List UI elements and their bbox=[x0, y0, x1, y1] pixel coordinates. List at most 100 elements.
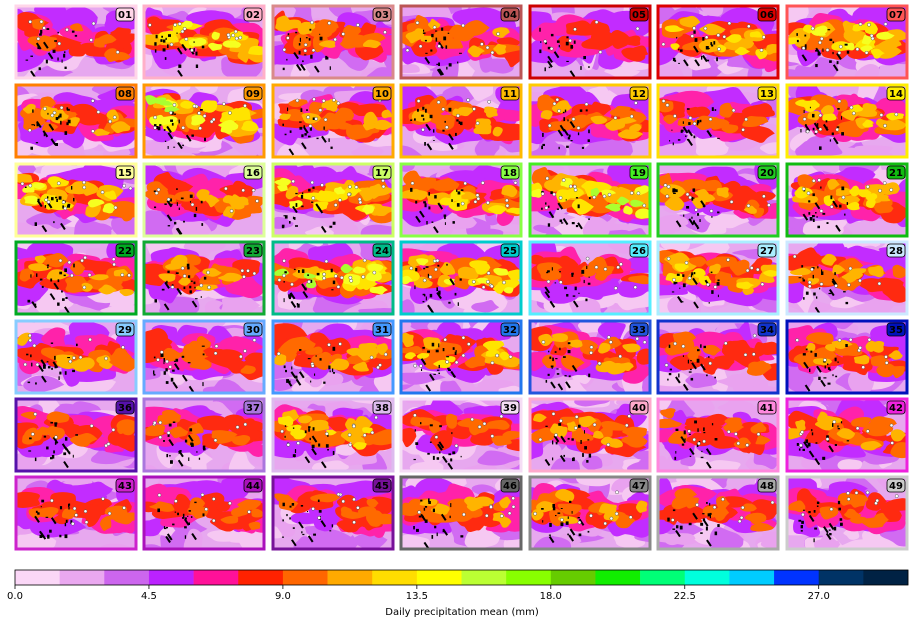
precip-field bbox=[15, 476, 137, 550]
panel-49: 49 bbox=[785, 475, 909, 551]
precip-field bbox=[272, 320, 394, 394]
panel-label-badge bbox=[500, 7, 520, 22]
panel-13: 13 bbox=[656, 83, 780, 159]
precip-field bbox=[15, 163, 137, 237]
panel-label: 46 bbox=[503, 481, 517, 492]
precip-field bbox=[15, 241, 137, 315]
panel-label: 49 bbox=[889, 481, 903, 492]
panel-label: 34 bbox=[760, 325, 774, 336]
precip-field bbox=[15, 320, 137, 394]
panel-frame bbox=[656, 475, 780, 551]
panel-label-badge bbox=[500, 165, 520, 180]
panel-frame bbox=[271, 162, 395, 238]
panel-label-badge bbox=[886, 478, 906, 493]
panel-frame bbox=[142, 4, 266, 80]
colorbar-segment bbox=[148, 570, 194, 585]
panel-21: 21 bbox=[785, 162, 909, 238]
panel-label: 04 bbox=[503, 10, 517, 21]
panel-23: 23 bbox=[142, 240, 266, 316]
precip-field bbox=[657, 5, 779, 79]
panel-label-badge bbox=[115, 322, 135, 337]
panel-06: 06 bbox=[656, 4, 780, 80]
panel-frame bbox=[142, 83, 266, 159]
panel-frame bbox=[528, 4, 652, 80]
panel-label: 28 bbox=[889, 246, 903, 257]
panel-frame bbox=[142, 240, 266, 316]
panel-label: 41 bbox=[760, 403, 774, 414]
panel-label: 26 bbox=[632, 246, 646, 257]
panel-label-badge bbox=[757, 478, 777, 493]
panel-label-badge bbox=[372, 165, 392, 180]
panel-frame bbox=[14, 83, 138, 159]
panel-label: 23 bbox=[246, 246, 260, 257]
panel-label-badge bbox=[629, 86, 649, 101]
panel-frame bbox=[271, 475, 395, 551]
panel-frame bbox=[399, 4, 523, 80]
panel-label-badge bbox=[115, 478, 135, 493]
panel-47: 47 bbox=[528, 475, 652, 551]
panel-12: 12 bbox=[528, 83, 652, 159]
colorbar-tick-label: 4.5 bbox=[141, 591, 157, 602]
panel-frame bbox=[271, 4, 395, 80]
panel-46: 46 bbox=[399, 475, 523, 551]
panel-label: 02 bbox=[246, 10, 260, 21]
panel-label-badge bbox=[500, 243, 520, 258]
panel-03: 03 bbox=[271, 4, 395, 80]
panel-label: 19 bbox=[632, 168, 646, 179]
precip-field bbox=[529, 5, 651, 79]
colorbar-tick-label: 0.0 bbox=[7, 591, 23, 602]
panel-label: 44 bbox=[246, 481, 260, 492]
panel-label-badge bbox=[757, 243, 777, 258]
panel-frame bbox=[656, 83, 780, 159]
precip-field bbox=[786, 476, 908, 550]
colorbar-segment bbox=[461, 570, 507, 585]
precip-field bbox=[143, 320, 265, 394]
panel-frame bbox=[528, 162, 652, 238]
panel-label: 07 bbox=[889, 10, 903, 21]
panel-label: 29 bbox=[118, 325, 132, 336]
panel-label: 36 bbox=[118, 403, 132, 414]
precip-field bbox=[529, 398, 651, 472]
precip-field bbox=[657, 241, 779, 315]
panel-label: 30 bbox=[246, 325, 260, 336]
panel-label-badge bbox=[372, 400, 392, 415]
panel-label: 13 bbox=[760, 89, 774, 100]
panel-label-badge bbox=[886, 322, 906, 337]
panel-label-badge bbox=[886, 243, 906, 258]
panel-label: 42 bbox=[889, 403, 903, 414]
panel-label-badge bbox=[372, 322, 392, 337]
panel-02: 02 bbox=[142, 4, 266, 80]
colorbar-segment bbox=[774, 570, 819, 585]
panel-label-badge bbox=[115, 400, 135, 415]
panel-label: 48 bbox=[760, 481, 774, 492]
panel-label: 15 bbox=[118, 168, 132, 179]
precip-field bbox=[143, 5, 265, 79]
panel-32: 32 bbox=[399, 319, 523, 395]
panel-frame bbox=[785, 83, 909, 159]
colorbar-segment bbox=[684, 570, 730, 585]
panel-label: 32 bbox=[503, 325, 517, 336]
panel-frame bbox=[528, 475, 652, 551]
panel-label: 25 bbox=[503, 246, 517, 257]
panel-24: 24 bbox=[271, 240, 395, 316]
panel-01: 01 bbox=[14, 4, 138, 80]
colorbar-segment bbox=[282, 570, 328, 585]
panel-label-badge bbox=[500, 322, 520, 337]
precip-field bbox=[400, 5, 522, 79]
panel-label: 17 bbox=[375, 168, 389, 179]
panel-39: 39 bbox=[399, 397, 523, 473]
panel-frame bbox=[528, 240, 652, 316]
panel-label: 27 bbox=[760, 246, 774, 257]
panel-frame bbox=[271, 83, 395, 159]
colorbar-tick-label: 13.5 bbox=[406, 591, 428, 602]
colorbar-segment bbox=[15, 570, 60, 585]
panel-frame bbox=[399, 83, 523, 159]
panel-label: 12 bbox=[632, 89, 646, 100]
precip-field bbox=[400, 398, 522, 472]
panel-05: 05 bbox=[528, 4, 652, 80]
colorbar-tick-label: 18.0 bbox=[540, 591, 562, 602]
panel-label: 38 bbox=[375, 403, 389, 414]
colorbar-segment bbox=[818, 570, 864, 585]
panel-frame bbox=[14, 4, 138, 80]
panel-label-badge bbox=[243, 478, 263, 493]
